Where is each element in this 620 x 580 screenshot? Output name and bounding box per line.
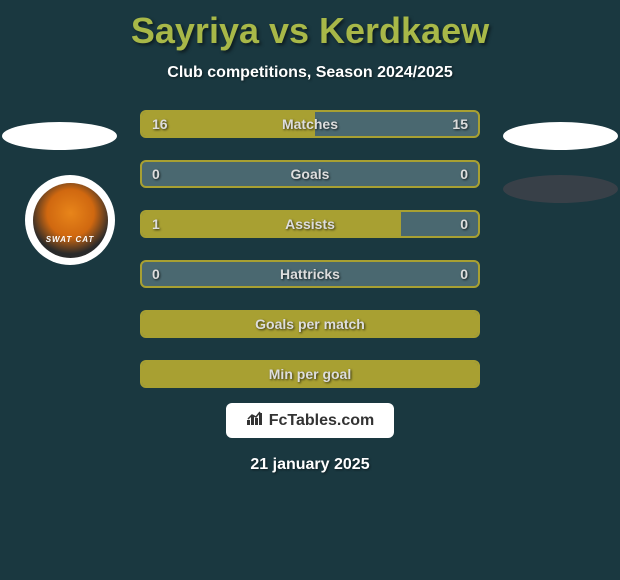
main-container: Sayriya vs Kerdkaew Club competitions, S… <box>0 0 620 580</box>
site-logo-text: FcTables.com <box>269 412 375 430</box>
stat-value-right: 0 <box>460 266 468 282</box>
page-title: Sayriya vs Kerdkaew <box>131 10 489 52</box>
team-logo-right-placeholder <box>503 175 618 203</box>
player-photo-right-placeholder <box>503 122 618 150</box>
stat-label: Hattricks <box>280 266 340 282</box>
stat-row: Min per goal <box>140 360 480 388</box>
stat-bar-left <box>142 212 401 236</box>
stat-label: Matches <box>282 116 338 132</box>
stat-value-right: 15 <box>452 116 468 132</box>
stat-row: 0 0 Hattricks <box>140 260 480 288</box>
stat-row: 0 0 Goals <box>140 160 480 188</box>
chart-icon <box>246 411 264 430</box>
stat-value-left: 0 <box>152 166 160 182</box>
stat-value-left: 16 <box>152 116 168 132</box>
team-logo-text: SWAT CAT <box>46 235 95 244</box>
stat-row: 16 15 Matches <box>140 110 480 138</box>
team-logo-left: SWAT CAT <box>25 175 115 265</box>
stat-value-left: 1 <box>152 216 160 232</box>
stat-value-right: 0 <box>460 216 468 232</box>
stat-value-right: 0 <box>460 166 468 182</box>
stat-label: Goals <box>291 166 330 182</box>
stat-label: Min per goal <box>269 366 351 382</box>
stats-area: 16 15 Matches 0 0 Goals 1 0 Assists 0 0 Hattricks Go… <box>140 110 480 388</box>
stat-row: 1 0 Assists <box>140 210 480 238</box>
stat-row: Goals per match <box>140 310 480 338</box>
stat-label: Assists <box>285 216 335 232</box>
stat-label: Goals per match <box>255 316 365 332</box>
stat-value-left: 0 <box>152 266 160 282</box>
player-photo-left-placeholder <box>2 122 117 150</box>
date-label: 21 january 2025 <box>250 456 369 474</box>
page-subtitle: Club competitions, Season 2024/2025 <box>167 64 452 82</box>
team-logo-graphic: SWAT CAT <box>33 183 108 258</box>
site-logo-badge[interactable]: FcTables.com <box>226 403 395 438</box>
